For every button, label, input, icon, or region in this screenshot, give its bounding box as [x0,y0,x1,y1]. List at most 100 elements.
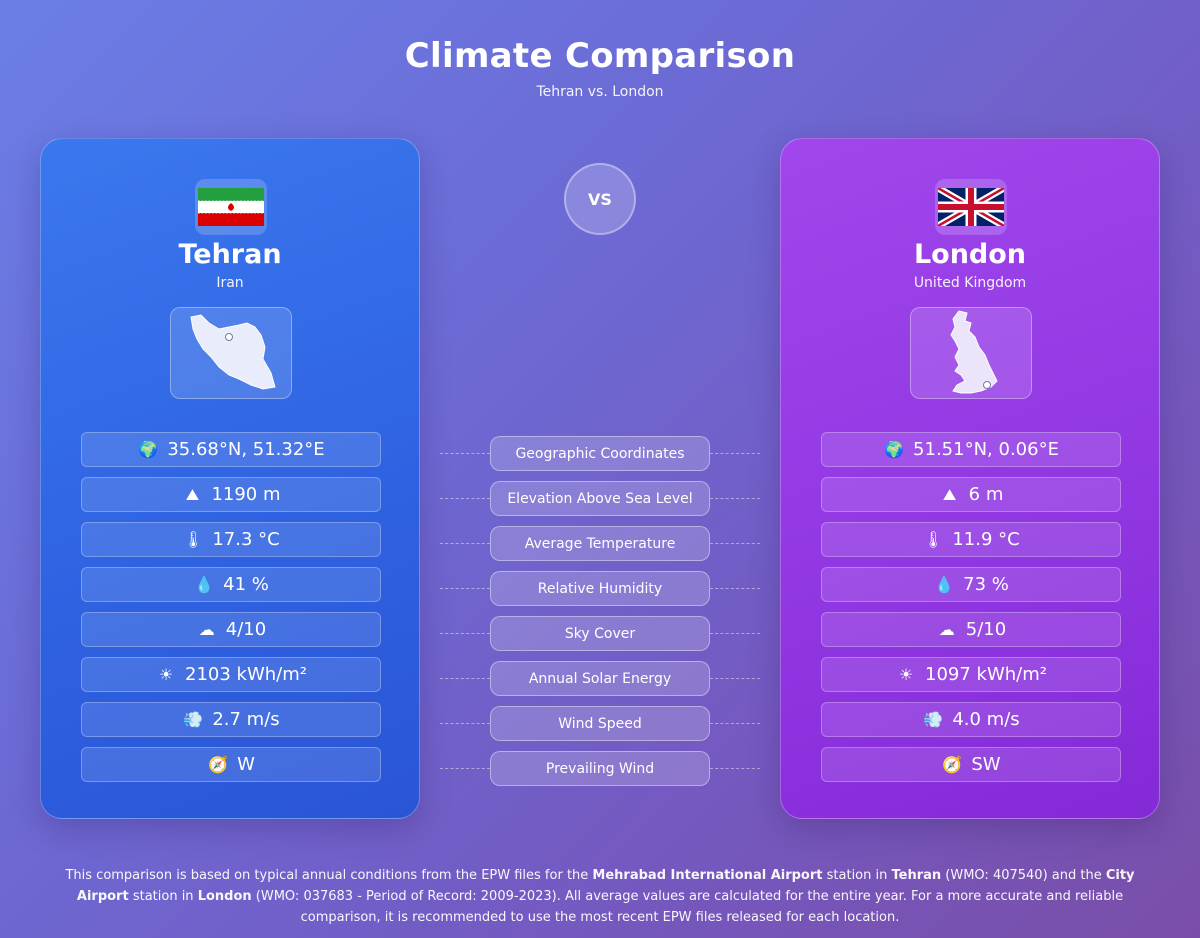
stat-wind-speed: 💨 4.0 m/s [821,702,1121,737]
stat-humidity: 💧 73 % [821,567,1121,602]
stat-value: 17.3 °C [212,529,280,550]
stats-list-tehran: 🌍 35.68°N, 51.32°E ⛰ 1190 m 🌡 17.3 °C 💧 41 %… [81,432,381,792]
stat-solar-energy: ☀ 2103 kWh/m² [81,657,381,692]
cloud-icon: ☁ [198,620,215,639]
stat-value: 1097 kWh/m² [925,664,1047,685]
footer-text: station in [128,889,198,904]
metric-row: Prevailing Wind [440,751,760,786]
uk-flag-icon [938,188,1004,226]
country-name: Iran [216,275,244,291]
wind-icon: 💨 [923,710,944,729]
footer-station-tehran: Mehrabad International Airport [592,868,823,883]
globe-icon: 🌍 [138,440,159,459]
metric-row: Average Temperature [440,526,760,561]
footer-text: This comparison is based on typical annu… [65,868,593,883]
stat-value: 4/10 [225,619,267,640]
thermometer-icon: 🌡 [183,530,204,549]
stats-list-london: 🌍 51.51°N, 0.06°E ⛰ 6 m 🌡 11.9 °C 💧 73 % ☁ 5/… [821,432,1121,792]
compass-icon: 🧭 [208,755,229,774]
stat-value: 1190 m [211,484,281,505]
metric-label: Elevation Above Sea Level [490,481,710,516]
page-subtitle: Tehran vs. London [536,84,664,100]
droplet-icon: 💧 [934,575,955,594]
connector-line [440,723,490,724]
wind-icon: 💨 [183,710,204,729]
map-container [170,307,292,399]
metric-label: Annual Solar Energy [490,661,710,696]
compass-icon: 🧭 [942,755,963,774]
connector-line [710,498,760,499]
stat-wind-speed: 💨 2.7 m/s [81,702,381,737]
metric-row: Relative Humidity [440,571,760,606]
iran-map-icon [190,314,276,390]
uk-map-icon [950,310,998,394]
cloud-icon: ☁ [938,620,955,639]
connector-line [440,768,490,769]
city-card-london: London United Kingdom 🌍 51.51°N, 0.06°E ⛰… [780,138,1160,819]
footer-text: (WMO: 407540) and the [941,868,1106,883]
sun-icon: ☀ [898,665,914,684]
metric-labels: Geographic Coordinates Elevation Above S… [440,436,760,796]
metric-label: Wind Speed [490,706,710,741]
city-card-tehran: Tehran Iran 🌍 35.68°N, 51.32°E ⛰ 1190 m 🌡 1… [40,138,420,819]
stat-value: 41 % [223,574,269,595]
stat-prevailing-wind: 🧭 SW [821,747,1121,782]
connector-line [710,453,760,454]
footer-city-tehran: Tehran [891,868,942,883]
footer-note: This comparison is based on typical annu… [40,865,1160,928]
metric-label: Sky Cover [490,616,710,651]
mountain-icon: ⛰ [942,484,957,504]
metric-row: Elevation Above Sea Level [440,481,760,516]
stat-elevation: ⛰ 6 m [821,477,1121,512]
flag-container [195,179,267,235]
page-title: Climate Comparison [404,36,796,76]
page-header: Climate Comparison Tehran vs. London [0,36,1200,100]
sun-icon: ☀ [158,665,174,684]
stat-elevation: ⛰ 1190 m [81,477,381,512]
stat-prevailing-wind: 🧭 W [81,747,381,782]
map-container [910,307,1032,399]
footer-text: station in [822,868,892,883]
stat-value: 6 m [968,484,1004,505]
metric-row: Geographic Coordinates [440,436,760,471]
footer-text: (WMO: 037683 - Period of Record: 2009-20… [251,889,1124,925]
metric-label: Relative Humidity [490,571,710,606]
stat-value: 11.9 °C [952,529,1020,550]
stat-value: 51.51°N, 0.06°E [913,439,1059,460]
city-name: Tehran [178,239,282,270]
metric-row: Wind Speed [440,706,760,741]
country-name: United Kingdom [913,275,1027,291]
city-name: London [913,239,1027,270]
stat-value: W [237,754,255,775]
stat-temperature: 🌡 17.3 °C [81,522,381,557]
stat-value: 2103 kWh/m² [185,664,307,685]
metric-row: Sky Cover [440,616,760,651]
connector-line [440,453,490,454]
mountain-icon: ⛰ [185,484,200,504]
globe-icon: 🌍 [884,440,904,459]
stat-value: 2.7 m/s [212,709,280,730]
iran-flag-icon [198,188,264,226]
droplet-icon: 💧 [194,575,215,594]
stat-value: 35.68°N, 51.32°E [167,439,325,460]
vs-badge: VS [564,163,636,235]
connector-line [710,678,760,679]
stat-humidity: 💧 41 % [81,567,381,602]
connector-line [440,498,490,499]
connector-line [710,768,760,769]
connector-line [440,633,490,634]
stat-coordinates: 🌍 51.51°N, 0.06°E [821,432,1121,467]
stat-value: 4.0 m/s [952,709,1020,730]
footer-city-london: London [197,889,252,904]
stat-sky-cover: ☁ 4/10 [81,612,381,647]
connector-line [440,588,490,589]
connector-line [710,588,760,589]
stat-temperature: 🌡 11.9 °C [821,522,1121,557]
connector-line [710,543,760,544]
stat-sky-cover: ☁ 5/10 [821,612,1121,647]
connector-line [440,678,490,679]
connector-line [710,633,760,634]
metric-label: Prevailing Wind [490,751,710,786]
metric-label: Average Temperature [490,526,710,561]
stat-value: 73 % [963,574,1009,595]
